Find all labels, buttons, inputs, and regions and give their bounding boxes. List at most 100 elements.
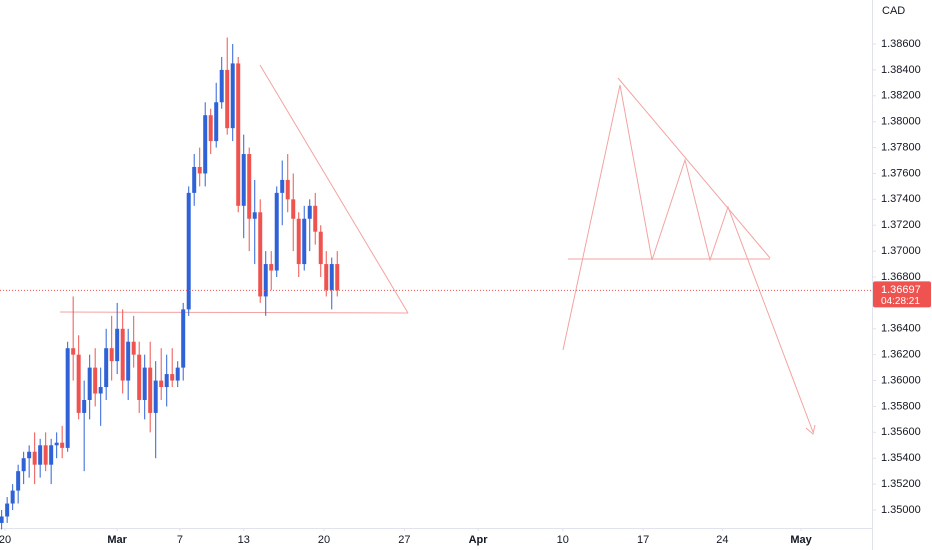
candle-body — [76, 354, 81, 413]
triangle-line — [259, 64, 409, 314]
candle-body — [54, 442, 59, 446]
candle-body — [236, 63, 241, 206]
candle-body — [21, 458, 26, 472]
candle-body — [104, 348, 109, 388]
candle-body — [87, 367, 92, 400]
x-tick-label: 24 — [716, 534, 728, 546]
candle-body — [192, 166, 197, 193]
candle-body — [16, 471, 21, 491]
candle-body — [120, 328, 125, 381]
y-tick-label: 1.35600 — [881, 426, 921, 438]
y-tick-label: 1.37200 — [881, 219, 921, 231]
x-tick-label: Mar — [107, 534, 127, 546]
y-tick-label: 1.36000 — [881, 374, 921, 386]
candle-body — [93, 367, 98, 394]
candle-body — [208, 115, 213, 142]
candle-body — [252, 212, 257, 219]
last-price-label: 1.36697 — [881, 284, 921, 296]
candle-body — [280, 179, 285, 193]
x-tick-label: May — [790, 534, 812, 546]
x-tick-label: 20 — [318, 534, 330, 546]
y-tick-label: 1.36200 — [881, 349, 921, 361]
candle-body — [71, 348, 76, 355]
y-tick-label: 1.37400 — [881, 193, 921, 205]
y-tick-label: 1.37600 — [881, 167, 921, 179]
candle-body — [10, 490, 15, 504]
candle-body — [126, 341, 131, 381]
candle-body — [230, 63, 235, 129]
candle-body — [137, 354, 142, 400]
candle-body — [181, 309, 186, 368]
x-tick-label: 10 — [557, 534, 569, 546]
candle-body — [203, 115, 208, 174]
candle-body — [60, 442, 65, 448]
y-tick-label: 1.38200 — [881, 90, 921, 102]
x-tick-label: 7 — [177, 534, 183, 546]
candle-body — [247, 154, 252, 219]
candle-body — [318, 231, 323, 265]
candle-body — [82, 399, 87, 413]
currency-label: CAD — [882, 5, 905, 17]
candle-body — [148, 367, 153, 413]
candle-body — [296, 218, 301, 265]
candle-body — [269, 264, 274, 271]
candle-body — [164, 374, 169, 388]
top-trendline — [617, 77, 771, 259]
candle-body — [0, 516, 4, 523]
x-tick-label: 13 — [238, 534, 250, 546]
candle-body — [302, 218, 307, 265]
y-tick-label: 1.35200 — [881, 478, 921, 490]
y-tick-label: 1.35000 — [881, 504, 921, 516]
y-tick-label: 1.37800 — [881, 141, 921, 153]
candle-body — [324, 264, 329, 290]
candle-body — [329, 264, 334, 290]
x-tick-label: 20 — [0, 534, 11, 546]
candle-body — [170, 374, 175, 381]
candle-body — [285, 179, 290, 200]
candle-body — [186, 192, 191, 310]
candle-body — [307, 205, 312, 219]
y-tick-label: 1.38000 — [881, 116, 921, 128]
y-tick-label: 1.37000 — [881, 245, 921, 257]
candle-body — [291, 199, 296, 219]
y-tick-label: 1.36400 — [881, 323, 921, 335]
drawings — [59, 64, 816, 435]
candle-body — [32, 451, 37, 465]
x-tick-label: Apr — [469, 534, 489, 546]
candle-body — [65, 348, 70, 448]
candle-body — [131, 341, 136, 355]
candle-body — [98, 387, 103, 394]
candle-body — [109, 348, 114, 362]
candle-body — [335, 264, 340, 291]
candle-body — [197, 166, 202, 174]
y-tick-label: 1.35800 — [881, 400, 921, 412]
y-tick-label: 1.35400 — [881, 452, 921, 464]
y-tick-label: 1.38400 — [881, 64, 921, 76]
candle-body — [142, 367, 147, 400]
candle-body — [175, 367, 180, 381]
candle-body — [27, 451, 32, 459]
candle-body — [5, 503, 10, 517]
countdown: 04:28:21 — [881, 296, 920, 307]
candle-body — [274, 192, 279, 271]
candle-body — [115, 328, 120, 362]
last-price-box — [873, 281, 931, 308]
pattern-path — [562, 84, 814, 433]
x-tick-label: 27 — [398, 534, 410, 546]
candle-body — [38, 445, 43, 465]
candle-body — [49, 445, 54, 465]
candle-body — [219, 69, 224, 103]
candle-body — [263, 264, 268, 297]
candle-body — [159, 380, 164, 388]
candle-body — [258, 212, 263, 297]
y-tick-label: 1.36800 — [881, 271, 921, 283]
candle-body — [43, 445, 48, 465]
arrow-head — [805, 424, 816, 435]
x-tick-label: 17 — [637, 534, 649, 546]
candle-body — [153, 380, 158, 413]
y-tick-label: 1.38600 — [881, 38, 921, 50]
candle-body — [241, 154, 246, 206]
candle-body — [214, 102, 219, 142]
